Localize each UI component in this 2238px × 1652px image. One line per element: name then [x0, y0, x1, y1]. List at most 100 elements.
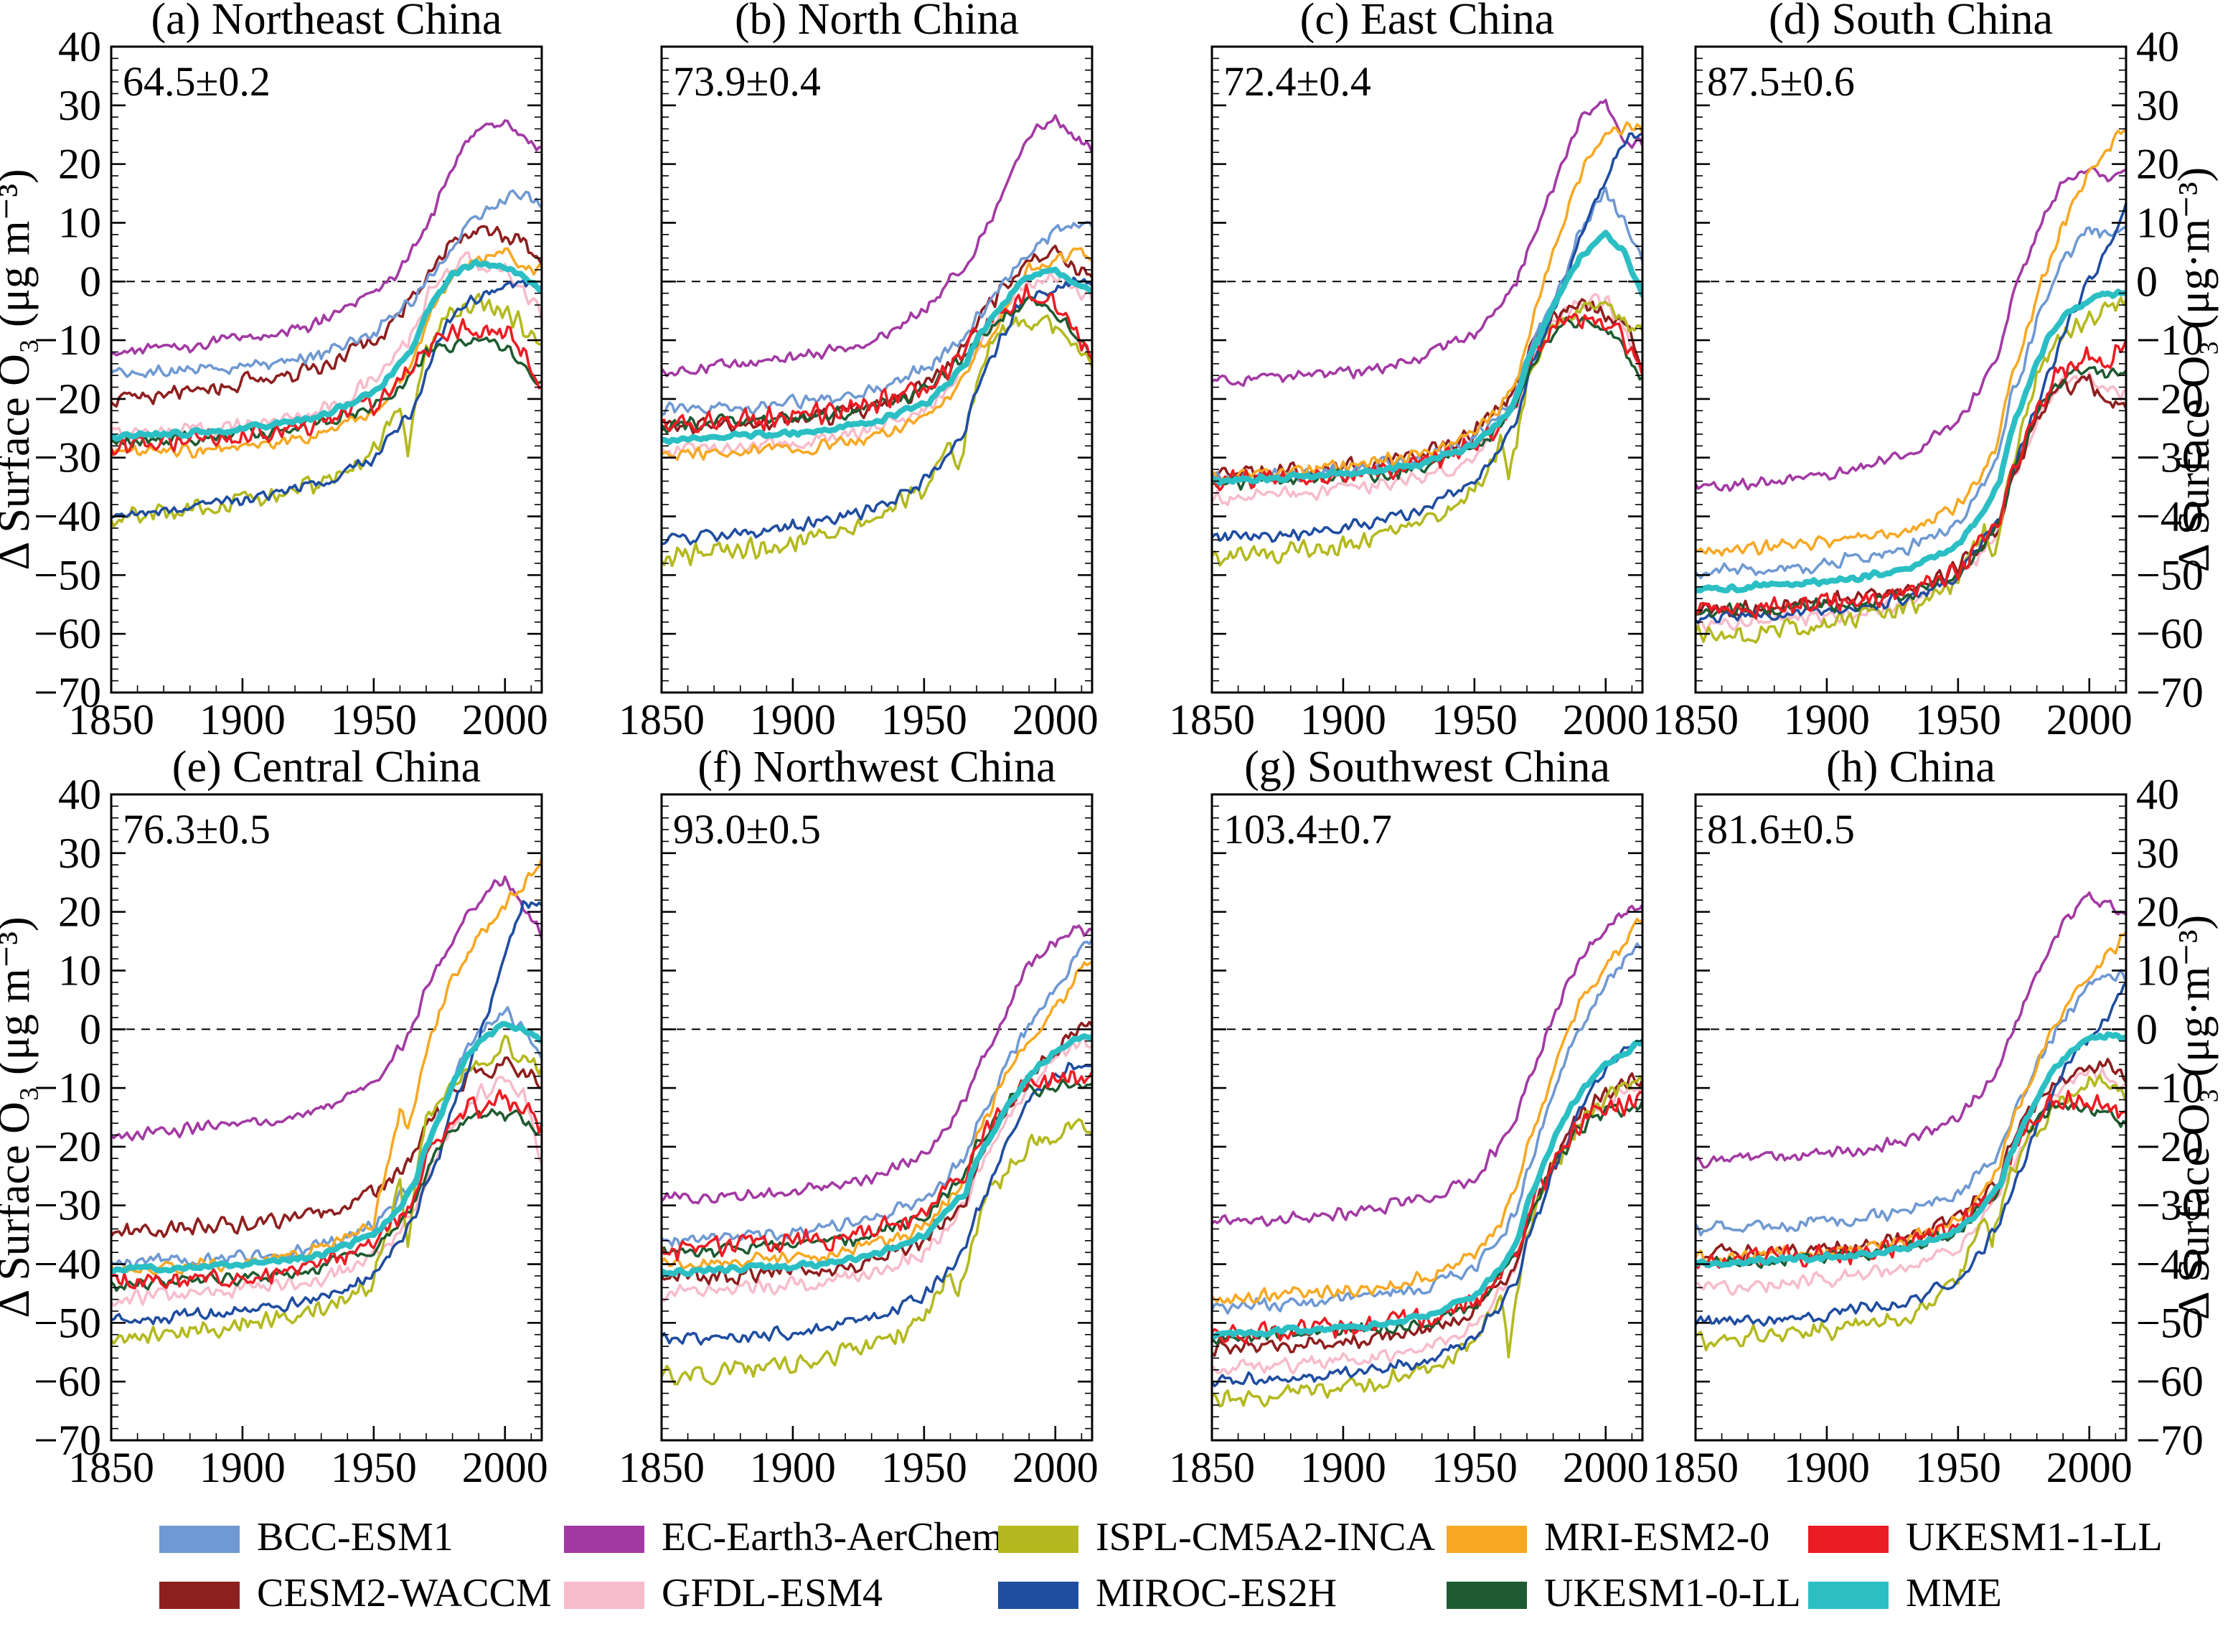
GFDL-ESM4-line — [1212, 293, 1642, 507]
UKESM1-1-LL-line — [1212, 313, 1642, 492]
legend-swatch-MME — [1808, 1582, 1889, 1609]
BCC-ESM1-line — [1212, 187, 1642, 484]
UKESM1-1-LL-line — [111, 318, 542, 456]
y-tick-label: 20 — [58, 141, 101, 188]
series-group — [1212, 98, 1642, 567]
legend-label-UKESM1-1-LL: UKESM1-1-LL — [1906, 1515, 2163, 1559]
MME-line — [1212, 1039, 1642, 1340]
y-tick-label: −50 — [2136, 551, 2204, 599]
legend-item-ISPL-CM5A2-INCA: ISPL-CM5A2-INCA — [998, 1515, 1435, 1559]
MIROC-ES2H-line — [1696, 981, 2126, 1327]
x-tick-label: 2000 — [2046, 696, 2133, 743]
panel-title-c: (c) East China — [1300, 0, 1555, 44]
y-tick-label: −40 — [34, 493, 101, 540]
y-axis-title-right-top: Δ Surface O₃ (μg·m⁻³) — [2170, 167, 2219, 572]
y-tick-label: −60 — [34, 1358, 101, 1405]
panel-h: (h) China 81.6±0.5 −70 −60 −50 −40 −30 −20 −10 0 1… — [1652, 743, 2204, 1491]
UKESM1-0-LL-line — [1696, 1100, 2126, 1269]
x-tick-label: 1950 — [1431, 696, 1518, 743]
MRI-ESM2-0-line — [1696, 128, 2126, 557]
series-group — [1696, 891, 2126, 1351]
legend-item-CESM2-WACCM: CESM2-WACCM — [159, 1571, 552, 1615]
panel-d: (d) South China 87.5±0.6 −70 −60 −50 −40 −30 −2… — [1652, 0, 2204, 743]
y-tick-label: 40 — [58, 771, 101, 818]
MIROC-ES2H-line — [111, 279, 542, 520]
EC-Earth3-AerChem-line — [1696, 166, 2126, 492]
BCC-ESM1-line — [1696, 225, 2126, 580]
MME-line — [1696, 1031, 2126, 1269]
MIROC-ES2H-line — [662, 1061, 1092, 1346]
GFDL-ESM4-line — [1696, 1066, 2126, 1296]
plot-box — [1694, 793, 2127, 1442]
x-tick-label: 1900 — [199, 1444, 286, 1491]
panel-title-f: (f) Northwest China — [697, 743, 1055, 792]
panel-annotation-g: 103.4±0.7 — [1223, 806, 1392, 853]
legend-item-UKESM1-0-LL: UKESM1-0-LL — [1447, 1571, 1801, 1615]
legend-item-BCC-ESM1: BCC-ESM1 — [159, 1515, 453, 1559]
BCC-ESM1-line — [662, 938, 1092, 1248]
x-tick-label: 1900 — [750, 696, 836, 743]
y-tick-label: −40 — [34, 1241, 101, 1288]
legend-label-ISPL-CM5A2-INCA: ISPL-CM5A2-INCA — [1096, 1515, 1435, 1559]
y-tick-label: 10 — [2136, 199, 2179, 246]
y-tick-label: 30 — [2136, 830, 2179, 877]
y-tick-label: −60 — [2136, 1358, 2204, 1405]
EC-Earth3-AerChem-line — [111, 875, 542, 1142]
y-tick-label: 0 — [80, 1005, 101, 1053]
y-tick-label: −30 — [34, 1182, 101, 1229]
y-tick-label: 30 — [2136, 82, 2179, 129]
legend-label-UKESM1-0-LL: UKESM1-0-LL — [1544, 1571, 1801, 1615]
panel-title-d: (d) South China — [1769, 0, 2053, 44]
x-tick-label: 1950 — [331, 1444, 417, 1491]
x-tick-label: 1850 — [619, 696, 705, 743]
x-tick-label: 2000 — [462, 1444, 548, 1491]
MME-line — [662, 1033, 1092, 1277]
y-tick-label: 40 — [58, 23, 101, 70]
y-tick-label: 20 — [2136, 141, 2179, 188]
y-tick-label: 0 — [80, 258, 101, 305]
legend-swatch-CESM2-WACCM — [159, 1582, 240, 1609]
panel-c: (c) East China 72.4±0.4 1850 1900 1950 2000 — [1169, 0, 1649, 743]
panel-annotation-e: 76.3±0.5 — [123, 806, 271, 853]
x-tick-label: 1850 — [1169, 1444, 1255, 1491]
panel-title-h: (h) China — [1826, 743, 1995, 792]
x-tick-label: 2000 — [2046, 1444, 2133, 1491]
MRI-ESM2-0-line — [1212, 917, 1642, 1305]
EC-Earth3-AerChem-line — [1212, 98, 1642, 387]
CESM2-WACCM-line — [1696, 374, 2126, 618]
CESM2-WACCM-line — [662, 244, 1092, 435]
MIROC-ES2H-line — [1212, 131, 1642, 543]
x-tick-label: 1850 — [1652, 696, 1739, 743]
x-tick-label: 2000 — [1563, 696, 1649, 743]
x-tick-label: 1950 — [331, 696, 417, 743]
legend-item-MRI-ESM2-0: MRI-ESM2-0 — [1447, 1515, 1769, 1559]
panel-annotation-b: 73.9±0.4 — [673, 58, 821, 105]
legend-swatch-MRI-ESM2-0 — [1447, 1526, 1527, 1553]
y-tick-label: 20 — [58, 888, 101, 936]
series-group — [111, 856, 542, 1345]
EC-Earth3-AerChem-line — [662, 924, 1092, 1205]
legend-label-GFDL-ESM4: GFDL-ESM4 — [662, 1571, 883, 1615]
ISPL-CM5A2-INCA-line — [662, 1117, 1092, 1386]
panel-title-e: (e) Central China — [172, 743, 481, 792]
x-tick-label: 1850 — [619, 1444, 705, 1491]
MRI-ESM2-0-line — [662, 960, 1092, 1269]
panel-f: (f) Northwest China 93.0±0.5 1850 1900 1950 2… — [619, 743, 1099, 1491]
x-tick-label: 1850 — [1652, 1444, 1739, 1491]
UKESM1-1-LL-line — [662, 283, 1092, 433]
GFDL-ESM4-line — [111, 250, 542, 441]
y-tick-label: 20 — [2136, 888, 2179, 936]
y-tick-label: −50 — [2136, 1299, 2204, 1346]
x-tick-label: 2000 — [462, 696, 548, 743]
panel-e: (e) Central China 76.3±0.5 −70 −60 −50 −40 −30… — [34, 743, 548, 1491]
y-tick-label: −30 — [2136, 1182, 2204, 1229]
x-tick-label: 1900 — [1300, 1444, 1386, 1491]
legend-label-MME: MME — [1906, 1571, 2002, 1615]
legend-label-CESM2-WACCM: CESM2-WACCM — [257, 1571, 552, 1615]
legend-item-EC-Earth3-AerChem: EC-Earth3-AerChem — [564, 1515, 1003, 1559]
y-axis-title-right-bottom: Δ Surface O₃ (μg·m⁻³) — [2170, 915, 2219, 1320]
y-tick-label: 0 — [2136, 258, 2158, 305]
y-tick-label: −70 — [2136, 1417, 2204, 1464]
plot-box — [660, 45, 1094, 694]
